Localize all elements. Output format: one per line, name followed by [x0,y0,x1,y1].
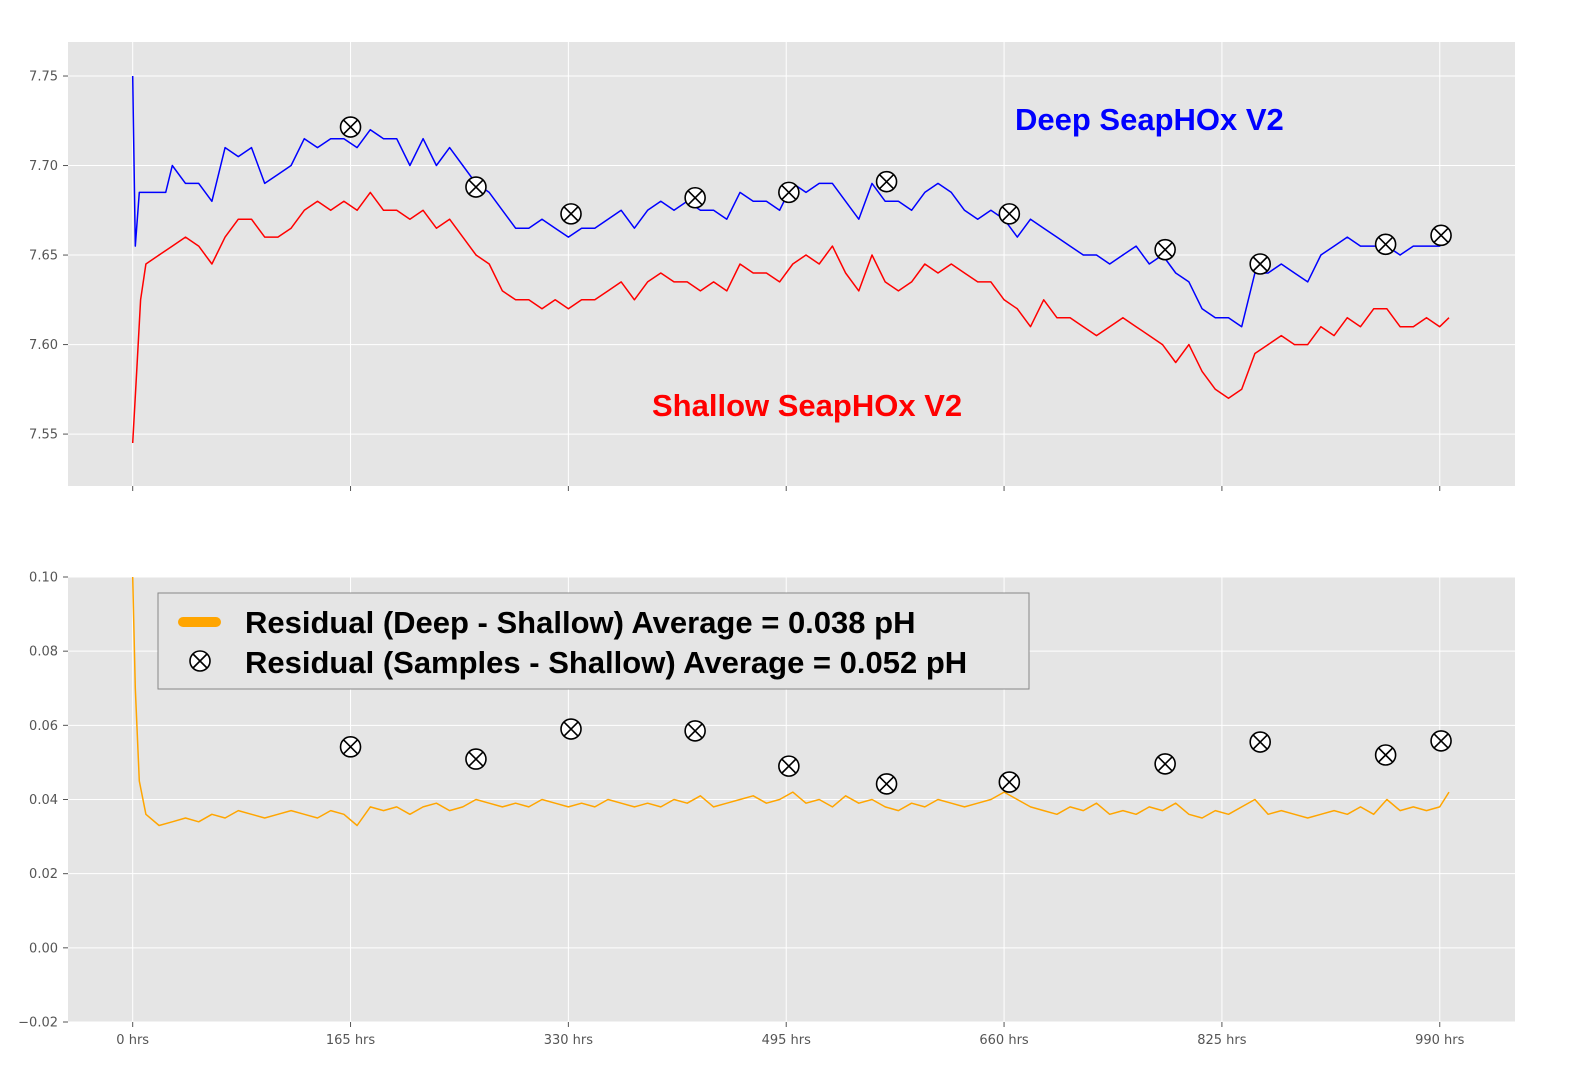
sample-point [998,203,1021,225]
circle-x-marker-cross [1433,733,1449,749]
x-tick-label: 660 hrs [979,1033,1029,1048]
sample-point [1374,233,1397,256]
sample-point [778,181,800,204]
circle-x-marker-cross [687,190,703,206]
y-tick-label: 7.65 [29,249,58,264]
circle-x-marker-cross [563,721,579,737]
series-group [131,75,1452,444]
x-tick-label: 0 hrs [116,1033,149,1048]
y-tick-label: 0.02 [29,867,58,882]
circle-x-marker-cross [1433,227,1449,243]
shallow-seaphox-line [131,191,1450,444]
sample-point [1249,253,1271,275]
x-tick-label: 825 hrs [1197,1033,1247,1048]
deep-seaphox-line [131,75,1450,328]
sample-point [875,170,898,193]
y-tick-label: 7.60 [29,338,58,353]
circle-x-marker-cross [342,739,359,755]
sample-point [684,186,706,209]
y-tick-label: 0.04 [29,793,58,808]
residual-line [131,577,1450,827]
shallow-series-label: Shallow SeapHOx V2 [652,388,962,423]
top-axes: 7.55 7.60 7.65 7.70 7.75 Deep SeapHOx V2 Shall… [29,42,1515,491]
sample-point [1154,753,1176,775]
sample-point [684,720,706,742]
sample-point [465,176,487,198]
y-tick-label: −0.02 [18,1016,58,1031]
sample-point [778,755,800,777]
circle-x-marker-cross [1001,774,1017,790]
sample-point [1430,730,1452,752]
y-tick-label: 0.10 [29,571,58,586]
sample-point [560,718,582,740]
plot-area [68,42,1515,486]
circle-x-marker-cross [1157,756,1173,772]
circle-x-marker-cross [468,751,484,767]
y-tick-label: 7.75 [29,70,58,85]
legend-entry: Residual (Samples - Shallow) Average = 0… [245,645,967,680]
legend-box [157,592,1030,690]
y-tick-label: 0.06 [29,719,58,734]
circle-x-marker-cross [1001,206,1017,222]
deep-series-label: Deep SeapHOx V2 [1015,102,1284,137]
x-tick-label: 990 hrs [1415,1033,1465,1048]
x-tick-label: 495 hrs [762,1033,812,1048]
circle-x-marker-cross [781,758,797,774]
sample-point [339,736,362,758]
sample-point [1374,744,1397,766]
circle-x-marker-cross [342,119,359,135]
circle-x-marker-cross [878,174,895,190]
legend-entry: Residual (Deep - Shallow) Average = 0.03… [245,605,915,640]
sample-point [1249,731,1271,753]
circle-x-marker-cross [1252,256,1268,272]
legend: Residual (Deep - Shallow) Average = 0.03… [157,592,1030,690]
sample-point [465,748,487,770]
circle-x-marker-cross [468,179,484,195]
x-tick-label: 165 hrs [326,1033,376,1048]
sample-point [560,203,582,225]
sample-point [998,771,1021,793]
bottom-axes: −0.02 0.00 0.02 0.04 0.06 0.08 0.10 0 hrs 165 hr… [18,571,1515,1048]
sample-point [1430,224,1452,247]
y-tick-label: 0.00 [29,941,58,956]
sample-point [875,773,898,795]
series-group [131,577,1452,827]
circle-x-marker-cross [878,776,895,792]
circle-x-marker-cross [1157,242,1173,258]
legend-marker-swatch [189,650,211,672]
y-tick-label: 7.70 [29,159,58,174]
circle-x-marker-cross [1378,747,1394,763]
y-tick-label: 7.55 [29,428,58,443]
x-tick-label: 330 hrs [544,1033,594,1048]
sample-point [1154,238,1176,261]
circle-x-marker-cross [687,723,703,739]
y-tick-label: 0.08 [29,645,58,660]
circle-x-marker-cross [563,206,579,222]
circle-x-marker-cross [1252,734,1268,750]
circle-x-marker-cross [781,184,797,200]
circle-x-marker-cross [192,653,208,669]
sample-point [339,116,362,138]
circle-x-marker-cross [1378,236,1394,252]
